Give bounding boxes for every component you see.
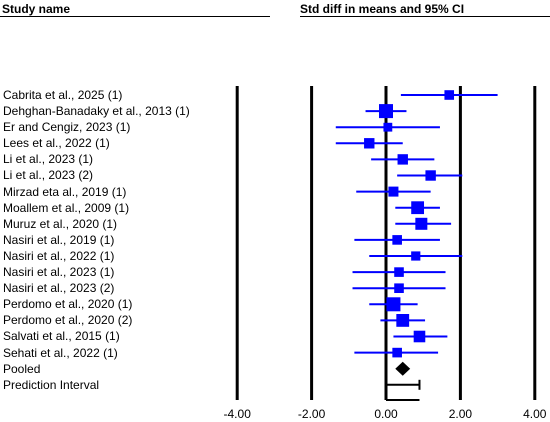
study-label: Cabrita et al., 2025 (1)	[3, 88, 123, 102]
study-label: Perdomo et al., 2020 (1)	[3, 297, 133, 312]
study-label: Li et al., 2023 (2)	[3, 168, 94, 183]
effect-size-header-rule	[300, 16, 550, 17]
study-point-marker	[411, 251, 421, 261]
study-name-header-rule	[0, 16, 270, 17]
study-point-marker	[392, 235, 402, 245]
study-label: Li et al., 2023 (1)	[3, 152, 94, 167]
study-point-marker	[388, 186, 399, 197]
x-tick-label: -2.00	[298, 407, 326, 421]
study-point-marker	[396, 314, 410, 327]
x-tick-label: 0.00	[374, 407, 398, 421]
effect-size-header: Std diff in means and 95% CI	[300, 2, 465, 16]
study-point-marker	[444, 90, 455, 100]
pooled-diamond	[395, 361, 411, 376]
study-label: Nasiri et al., 2022 (1)	[3, 248, 115, 263]
study-point-marker	[364, 138, 375, 149]
study-point-marker	[413, 330, 426, 343]
study-label: Lees et al., 2022 (1)	[3, 136, 110, 151]
study-point-marker	[383, 122, 393, 132]
study-label: Muruz et al., 2020 (1)	[3, 216, 118, 231]
study-label: Moallem et al., 2009 (1)	[3, 200, 130, 215]
study-label: Perdomo et al., 2020 (2)	[3, 313, 133, 328]
study-label: Salvati et al., 2015 (1)	[3, 329, 120, 344]
study-point-marker	[386, 297, 401, 312]
x-tick-label: -4.00	[224, 407, 252, 421]
x-tick-label: 2.00	[449, 407, 473, 421]
study-label: Nasiri et al., 2019 (1)	[3, 232, 115, 247]
study-name-list: Cabrita et al., 2025 (1) Dehghan-Banadaky…	[3, 87, 190, 393]
pooled-label: Pooled	[3, 361, 41, 376]
study-point-marker	[397, 154, 408, 165]
study-point-marker	[425, 170, 436, 181]
prediction-interval-label: Prediction Interval	[3, 377, 100, 392]
study-point-marker	[415, 217, 428, 230]
study-label: Er and Cengiz, 2023 (1)	[3, 120, 131, 135]
study-label: Dehghan-Banadaky et al., 2013 (1)	[3, 104, 190, 119]
study-point-marker	[392, 347, 402, 358]
study-name-header: Study name	[2, 2, 71, 16]
study-label: Nasiri et al., 2023 (1)	[3, 265, 115, 280]
study-point-marker	[394, 267, 404, 277]
x-tick-label: 4.00	[523, 407, 547, 421]
study-label: Mirzad eta al., 2019 (1)	[3, 184, 127, 199]
study-point-marker	[379, 104, 393, 119]
study-label: Sehati et al., 2022 (1)	[3, 345, 118, 360]
study-point-marker	[411, 201, 425, 215]
study-point-marker	[394, 283, 404, 293]
study-label: Nasiri et al., 2023 (2)	[3, 281, 115, 296]
